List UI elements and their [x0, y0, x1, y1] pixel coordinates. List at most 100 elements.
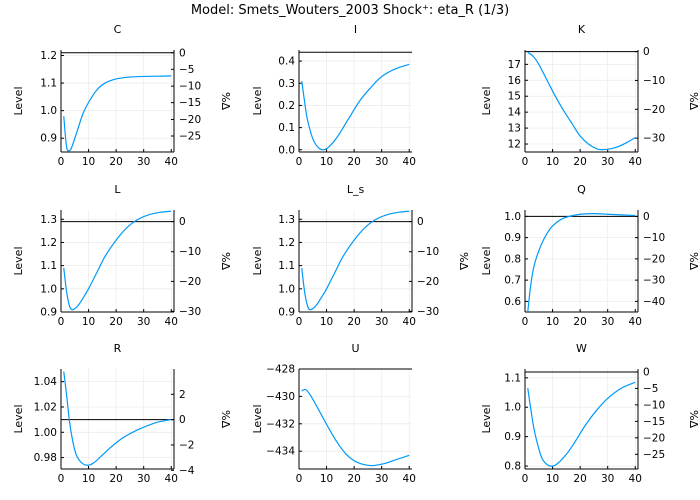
x-tick-label: 20	[109, 156, 122, 168]
x-tick-label: 40	[403, 316, 416, 328]
series-line	[527, 381, 636, 467]
y-tick-label: 1.3	[40, 214, 57, 226]
y-tick-label: 1.3	[278, 214, 295, 226]
x-tick-label: 0	[58, 316, 65, 328]
y-tick-label: 0.1	[278, 122, 295, 134]
y2-axis-label: %Δ	[219, 410, 232, 428]
y-tick-label: 0.98	[34, 452, 57, 464]
x-tick-label: 30	[601, 156, 614, 168]
x-tick-label: 0	[58, 473, 65, 485]
y-tick-label: 14	[508, 107, 522, 119]
y-tick-label: 1.0	[40, 105, 57, 117]
y-tick-label: 15	[508, 91, 521, 103]
panel-w: W 0 10 20 30 40 0.8 0.9 1.0 1.1 0 −5 −10 −15 −20 −25 Lev…	[480, 342, 700, 485]
y-tick-label: 1.1	[40, 78, 57, 90]
series-line	[63, 210, 172, 311]
figure-title: Model: Smets_Wouters_2003 Shock⁺: eta_R …	[191, 3, 509, 18]
y2-tick-label: −30	[643, 133, 665, 145]
x-tick-label: 10	[546, 473, 559, 485]
y2-tick-label: −20	[417, 276, 439, 288]
y2-tick-label: −4	[179, 465, 195, 477]
y-tick-label: 1.0	[504, 402, 521, 414]
y2-tick-label: −5	[179, 64, 194, 76]
y2-tick-label: 0	[643, 46, 650, 58]
y2-axis-label: %Δ	[219, 92, 232, 110]
x-tick-label: 40	[403, 156, 416, 168]
panel-title: I	[354, 23, 357, 36]
y-axis-label: Level	[12, 404, 25, 433]
panel-title: C	[114, 23, 122, 36]
x-tick-label: 0	[522, 316, 529, 328]
x-tick-label: 20	[573, 316, 586, 328]
y-tick-label: −428	[266, 364, 295, 376]
x-tick-label: 40	[629, 156, 642, 168]
panel-i: I 0 10 20 30 40 0.0 0.1 0.2 0.3 0.4 Level	[251, 23, 416, 168]
panel-u: U 0 10 20 30 40 −428 −430 −432 −434 Level	[251, 342, 416, 485]
panel-title: Q	[577, 183, 586, 196]
y-tick-label: 0.2	[278, 100, 295, 112]
panel-q: Q 0 10 20 30 40 0.6 0.7 0.8 0.9 1.0 0 −10 −20 −30 −40 Le…	[480, 183, 700, 328]
y-tick-label: 0.8	[504, 461, 521, 473]
x-tick-label: 40	[165, 156, 178, 168]
y-tick-label: 1.1	[504, 372, 521, 384]
y-axis-label: Level	[12, 246, 25, 275]
y-axis-label: Level	[480, 404, 493, 433]
y2-tick-label: −30	[179, 306, 201, 318]
x-tick-label: 30	[375, 316, 388, 328]
y2-axis-label: %Δ	[219, 252, 232, 270]
panel-k: K 0 10 20 30 40 12 13 14 15 16 17 0 −10 −20 −30 Level %Δ	[480, 23, 700, 168]
y2-tick-label: −10	[179, 81, 201, 93]
panel-c: C 0 10 20 30 40 0.9 1.0 1.1 1.2 0 −5 −10 −15 −20 −25 Lev…	[12, 23, 232, 168]
y-tick-label: −432	[266, 418, 295, 430]
y-tick-label: 1.04	[34, 376, 58, 388]
y2-axis-label: %Δ	[687, 252, 700, 270]
y2-tick-label: 0	[417, 216, 424, 228]
y2-tick-label: 0	[643, 211, 650, 223]
y2-tick-label: 0	[179, 216, 186, 228]
y2-tick-label: −15	[643, 416, 665, 428]
y-tick-label: 1.00	[34, 427, 57, 439]
y-tick-label: 1.0	[504, 211, 521, 223]
y2-tick-label: −10	[643, 232, 665, 244]
y2-tick-label: −30	[417, 306, 439, 318]
y-axis-label: Level	[251, 86, 264, 115]
panel-title: L	[114, 183, 121, 196]
y-tick-label: 0.9	[504, 431, 521, 443]
y2-tick-label: 0	[179, 414, 186, 426]
y-tick-label: 1.2	[278, 237, 295, 249]
y-tick-label: 0.6	[504, 296, 521, 308]
y-tick-label: 0.7	[504, 275, 521, 287]
x-tick-label: 40	[629, 316, 642, 328]
y-tick-label: 1.2	[40, 50, 57, 62]
y-tick-label: 0.9	[40, 307, 57, 319]
y2-tick-label: −20	[179, 114, 201, 126]
y2-tick-label: −2	[179, 439, 194, 451]
y2-tick-label: −15	[179, 97, 201, 109]
y-tick-label: 1.0	[278, 283, 295, 295]
x-tick-label: 10	[320, 316, 333, 328]
y-tick-label: 1.02	[34, 401, 57, 413]
panel-title: R	[114, 342, 122, 355]
x-tick-label: 0	[296, 473, 303, 485]
y-axis-label: Level	[480, 246, 493, 275]
y-tick-label: 0.4	[278, 56, 295, 68]
y2-tick-label: −20	[179, 276, 201, 288]
x-tick-label: 30	[601, 473, 614, 485]
y-tick-label: 0.9	[504, 232, 521, 244]
x-tick-label: 10	[546, 156, 559, 168]
series-line	[301, 388, 410, 467]
x-tick-label: 30	[375, 156, 388, 168]
y-tick-label: 13	[508, 123, 521, 135]
y2-tick-label: −25	[643, 449, 665, 461]
x-tick-label: 0	[296, 316, 303, 328]
x-tick-label: 20	[109, 473, 122, 485]
y2-axis-label: %Δ	[457, 252, 470, 270]
y2-tick-label: −20	[643, 432, 665, 444]
x-tick-label: 20	[109, 316, 122, 328]
y-tick-label: 16	[508, 75, 522, 87]
x-tick-label: 10	[82, 156, 95, 168]
y-tick-label: 1.1	[40, 260, 57, 272]
